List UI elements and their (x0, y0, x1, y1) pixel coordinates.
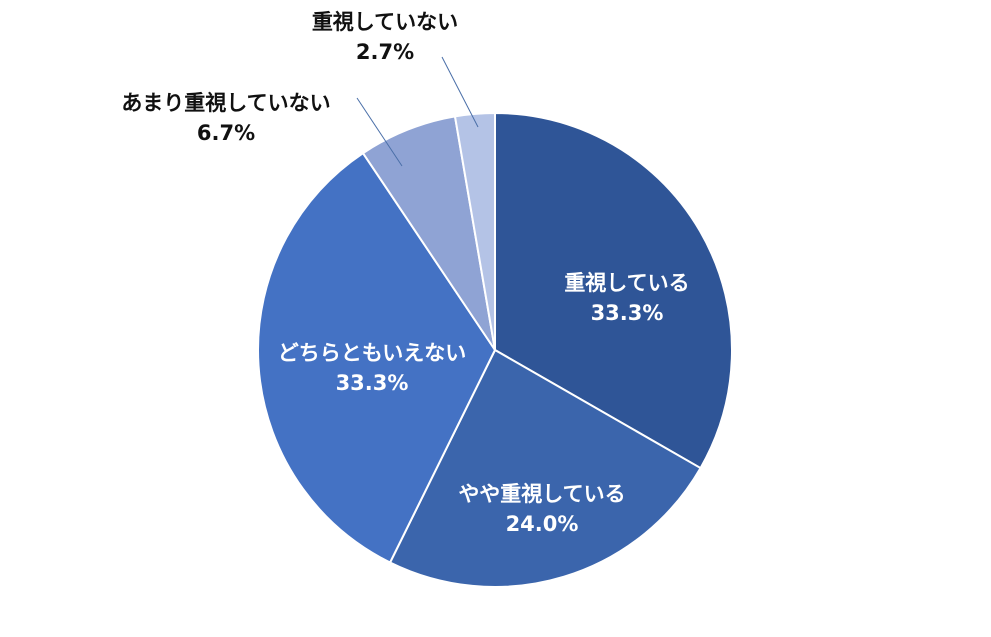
slice-label-value-1: 24.0% (506, 512, 579, 536)
leader-line-4 (441, 56, 479, 128)
slice-label-value-0: 33.3% (591, 301, 664, 325)
slice-label-name-4: 重視していない (312, 10, 458, 34)
slice-label-value-3: 6.7% (197, 121, 255, 145)
pie-slice-2 (257, 151, 497, 564)
pie-slice-0 (494, 111, 733, 470)
slice-label-name-3: あまり重視していない (121, 91, 330, 115)
leader-lines (356, 56, 479, 167)
pie-slice-4 (453, 111, 496, 351)
pie-slices (257, 111, 733, 588)
slice-label-name-1: やや重視している (458, 482, 625, 506)
leader-line-3 (356, 97, 403, 167)
slice-label-value-2: 33.3% (336, 371, 409, 395)
slice-labels: 重視している 33.3% やや重視している 24.0% どちらともいえない 33.3% あま… (121, 10, 689, 536)
slice-label-name-0: 重視している (564, 271, 689, 295)
slice-label-value-4: 2.7% (356, 40, 414, 64)
pie-slice-1 (388, 348, 702, 588)
slice-label-name-2: どちらともいえない (278, 341, 467, 365)
